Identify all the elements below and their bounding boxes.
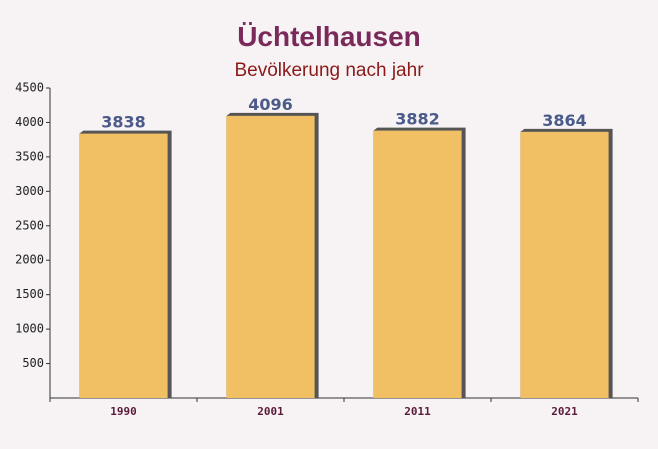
y-tick-label: 4500 — [15, 81, 44, 95]
y-tick-label: 3000 — [15, 184, 44, 198]
value-label: 3864 — [542, 111, 587, 130]
value-label: 3882 — [395, 110, 440, 129]
bar — [79, 133, 168, 399]
value-label: 4096 — [248, 95, 293, 114]
y-tick-label: 4000 — [15, 115, 44, 129]
value-label: 3838 — [101, 113, 146, 132]
x-tick-label: 1990 — [110, 405, 137, 418]
bar — [226, 115, 315, 398]
x-tick-label: 2011 — [404, 405, 431, 418]
y-tick-label: 1000 — [15, 322, 44, 336]
chart-title: Üchtelhausen — [237, 21, 421, 52]
chart-subtitle: Bevölkerung nach jahr — [234, 60, 424, 81]
y-tick-label: 1500 — [15, 287, 44, 301]
y-tick-label: 2000 — [15, 253, 44, 267]
y-tick-label: 500 — [22, 356, 44, 370]
bar — [520, 131, 609, 398]
x-tick-label: 2021 — [551, 405, 578, 418]
y-tick-label: 2500 — [15, 218, 44, 232]
x-tick-label: 2001 — [257, 405, 284, 418]
y-tick-label: 3500 — [15, 149, 44, 163]
bar — [373, 130, 462, 398]
